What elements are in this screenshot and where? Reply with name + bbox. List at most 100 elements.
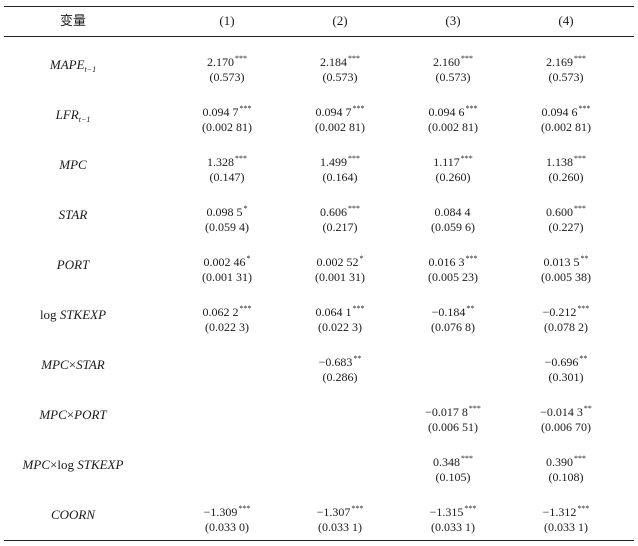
standard-error: (0.286)	[322, 370, 358, 384]
standard-error	[393, 368, 513, 386]
standard-error	[167, 468, 287, 486]
coefficient: 0.062 2	[202, 305, 239, 319]
coefficient-line: −1.312***	[506, 500, 626, 519]
variable-name: PORT	[4, 240, 142, 290]
standard-error	[167, 418, 287, 436]
significance-stars: *	[359, 254, 364, 263]
table-row: MPC×STAR −0.683** (0.286) −0.696** (0.301)	[4, 340, 634, 390]
coefficient: −1.307	[316, 505, 351, 519]
table-cell: 1.499*** (0.164)	[280, 150, 400, 186]
variable-label: LFR	[55, 107, 79, 122]
variable-label: MPC×PORT	[39, 407, 107, 422]
standard-error: (0.006 51)	[428, 420, 478, 434]
table-cell: −0.212*** (0.078 2)	[506, 300, 626, 336]
coefficient-line: 0.062 2***	[167, 300, 287, 319]
coefficient-line: 2.160***	[393, 50, 513, 69]
coefficient: −0.212	[542, 305, 577, 319]
significance-stars: ***	[461, 454, 473, 463]
coefficient: 0.606	[320, 205, 347, 219]
standard-error: (0.001 31)	[202, 270, 252, 284]
coefficient: −0.184	[431, 305, 466, 319]
table-cell: 0.094 7*** (0.002 81)	[280, 100, 400, 136]
table-bottom-rule	[4, 540, 634, 541]
significance-stars: ***	[235, 154, 247, 163]
coefficient: 0.064 1	[315, 305, 352, 319]
coefficient: 2.170	[207, 55, 234, 69]
coefficient: 0.098 5	[206, 205, 243, 219]
variable-name: MPC×STAR	[4, 340, 142, 390]
coefficient-line: 0.002 46*	[167, 250, 287, 269]
coefficient-line: 0.094 7***	[280, 100, 400, 119]
standard-error: (0.022 3)	[205, 320, 249, 334]
header-col-2: (2)	[332, 13, 348, 28]
coefficient-line: 0.064 1***	[280, 300, 400, 319]
variable-subscript: t−1	[84, 65, 97, 74]
table-cell: −1.309*** (0.033 0)	[167, 500, 287, 536]
coefficient-line	[167, 450, 287, 468]
variable-name: MAPEt−1	[4, 40, 142, 90]
coefficient: 1.328	[207, 155, 234, 169]
standard-error: (0.573)	[548, 70, 584, 84]
coefficient-line: −1.309***	[167, 500, 287, 519]
coefficient-line: −0.683**	[280, 350, 400, 369]
table-row: MPC×log STKEXP 0.348*** (0.105) 0.390*** (0.…	[4, 440, 634, 490]
coefficient: 2.160	[433, 55, 460, 69]
standard-error: (0.260)	[548, 170, 584, 184]
standard-error	[167, 368, 287, 386]
table-row: STAR 0.098 5* (0.059 4) 0.606*** (0.217) 0.08…	[4, 190, 634, 240]
table-cell: 0.016 3*** (0.005 23)	[393, 250, 513, 286]
significance-stars: ***	[464, 504, 477, 513]
table-header-rule	[4, 36, 634, 37]
coefficient: −0.014 3	[540, 405, 583, 419]
table-cell: 2.170*** (0.573)	[167, 50, 287, 86]
table-cell: −0.696** (0.301)	[506, 350, 626, 386]
table-cell: 0.002 46* (0.001 31)	[167, 250, 287, 286]
coefficient: 0.002 46	[203, 255, 246, 269]
standard-error: (0.001 31)	[315, 270, 365, 284]
coefficient: 1.138	[546, 155, 573, 169]
coefficient: −0.696	[544, 355, 579, 369]
table-cell: 0.002 52* (0.001 31)	[280, 250, 400, 286]
significance-stars: ***	[348, 54, 360, 63]
table-cell: 0.062 2*** (0.022 3)	[167, 300, 287, 336]
significance-stars: ***	[461, 54, 473, 63]
coefficient-line	[280, 450, 400, 468]
coefficient-line: 0.390***	[506, 450, 626, 469]
table-cell	[393, 350, 513, 386]
standard-error: (0.033 1)	[431, 520, 475, 534]
table-cell: −0.017 8*** (0.006 51)	[393, 400, 513, 436]
significance-stars: ***	[574, 454, 586, 463]
table-cell: −1.315*** (0.033 1)	[393, 500, 513, 536]
table-cell: 2.160*** (0.573)	[393, 50, 513, 86]
standard-error: (0.227)	[548, 220, 584, 234]
significance-stars: ***	[239, 304, 252, 313]
coefficient-line: 2.170***	[167, 50, 287, 69]
coefficient: −1.309	[203, 505, 238, 519]
coefficient-line: 0.600***	[506, 200, 626, 219]
table-header-row: 变量 (1) (2) (3) (4)	[4, 6, 634, 36]
variable-label: MPC×log STKEXP	[22, 457, 124, 472]
variable-subscript: t−1	[78, 115, 91, 124]
significance-stars: ***	[577, 504, 590, 513]
coefficient-line: 0.098 5*	[167, 200, 287, 219]
coefficient-line: −0.017 8***	[393, 400, 513, 419]
table-cell: 0.094 6*** (0.002 81)	[393, 100, 513, 136]
standard-error: (0.078 2)	[544, 320, 588, 334]
header-col-4: (4)	[558, 13, 574, 28]
table-cell: 1.328*** (0.147)	[167, 150, 287, 186]
table-cell: 0.013 5** (0.005 38)	[506, 250, 626, 286]
header-variable: 变量	[59, 13, 86, 28]
variable-name: MPC	[4, 140, 142, 190]
coefficient-line	[167, 350, 287, 368]
significance-stars: *	[243, 204, 248, 213]
coefficient-line: −1.307***	[280, 500, 400, 519]
significance-stars: ***	[238, 504, 251, 513]
standard-error: (0.059 4)	[205, 220, 249, 234]
variable-label: MAPE	[49, 57, 85, 72]
coefficient: 0.094 6	[541, 105, 578, 119]
standard-error: (0.033 1)	[318, 520, 362, 534]
table-cell: 0.094 6*** (0.002 81)	[506, 100, 626, 136]
table-cell: −0.683** (0.286)	[280, 350, 400, 386]
significance-stars: ***	[574, 54, 586, 63]
coefficient-line: 1.117***	[393, 150, 513, 169]
